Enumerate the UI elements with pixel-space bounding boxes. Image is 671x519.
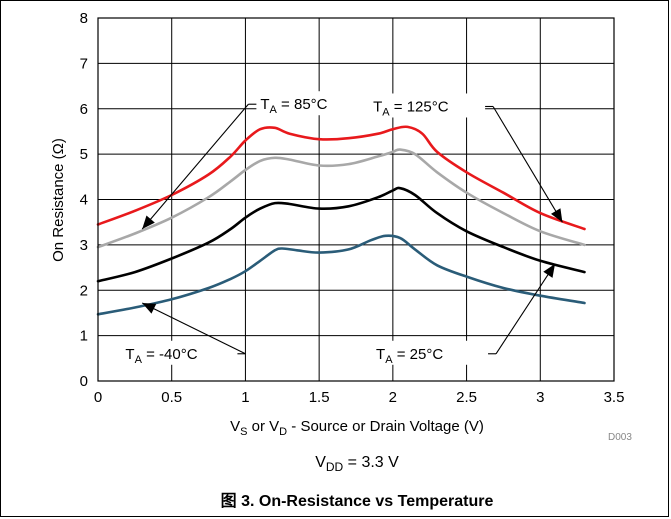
leader-line xyxy=(141,302,246,355)
y-tick-label: 3 xyxy=(80,237,88,254)
y-tick-label: 8 xyxy=(80,10,88,27)
x-tick-label: 3 xyxy=(536,389,544,406)
annotations: TA = 85°C TA = 125°C TA = -40°C TA = 25°C xyxy=(121,91,563,366)
y-tick-label: 4 xyxy=(80,192,88,209)
series-label-3: TA = -40°C xyxy=(125,346,197,366)
leader-line xyxy=(492,106,563,223)
series-line-2 xyxy=(96,186,586,283)
series-label-0: TA = 125°C xyxy=(373,98,449,118)
arrowhead xyxy=(142,302,157,314)
x-tick-label: 1.5 xyxy=(309,389,330,406)
x-tick-label: 3.5 xyxy=(604,389,625,406)
plot-border xyxy=(97,17,615,382)
label-bg xyxy=(372,340,489,365)
series-line-3 xyxy=(96,234,586,316)
x-tick-label: 2 xyxy=(389,389,397,406)
leader-line xyxy=(495,263,556,355)
y-tick-label: 7 xyxy=(80,55,88,72)
x-tick-label: 2.5 xyxy=(456,389,477,406)
grid xyxy=(98,18,614,381)
x-tick-label: 0 xyxy=(94,389,102,406)
series-lines xyxy=(96,125,586,316)
y-tick-label: 6 xyxy=(80,101,88,118)
condition-label: VDD = 3.3 V xyxy=(315,454,399,474)
series-label-2: TA = 25°C xyxy=(376,346,443,366)
y-axis-label: On Resistance (Ω) xyxy=(50,138,67,262)
label-bg xyxy=(121,340,238,365)
series-line-1 xyxy=(96,148,586,249)
series-label-1: TA = 85°C xyxy=(260,96,327,116)
y-tick-label: 1 xyxy=(80,328,88,345)
label-bg xyxy=(369,93,486,118)
tick-labels: 0 0.5 1 1.5 2 2.5 3 3.5 0 1 2 3 4 5 6 7 8 xyxy=(80,10,625,406)
x-tick-label: 1 xyxy=(241,389,249,406)
arrowhead xyxy=(543,263,556,278)
series-line-0 xyxy=(96,125,586,231)
y-tick-label: 0 xyxy=(80,373,88,390)
figure-code: D003 xyxy=(608,432,632,443)
label-bg xyxy=(256,91,373,116)
figure-caption: 图 3. On-Resistance vs Temperature xyxy=(221,492,494,510)
x-tick-label: 0.5 xyxy=(161,389,182,406)
y-tick-label: 5 xyxy=(80,146,88,163)
arrowhead xyxy=(142,215,155,229)
arrowhead xyxy=(551,208,563,223)
y-tick-label: 2 xyxy=(80,282,88,299)
leader-line xyxy=(141,103,249,230)
x-axis-label: VS or VD - Source or Drain Voltage (V) xyxy=(230,418,484,438)
